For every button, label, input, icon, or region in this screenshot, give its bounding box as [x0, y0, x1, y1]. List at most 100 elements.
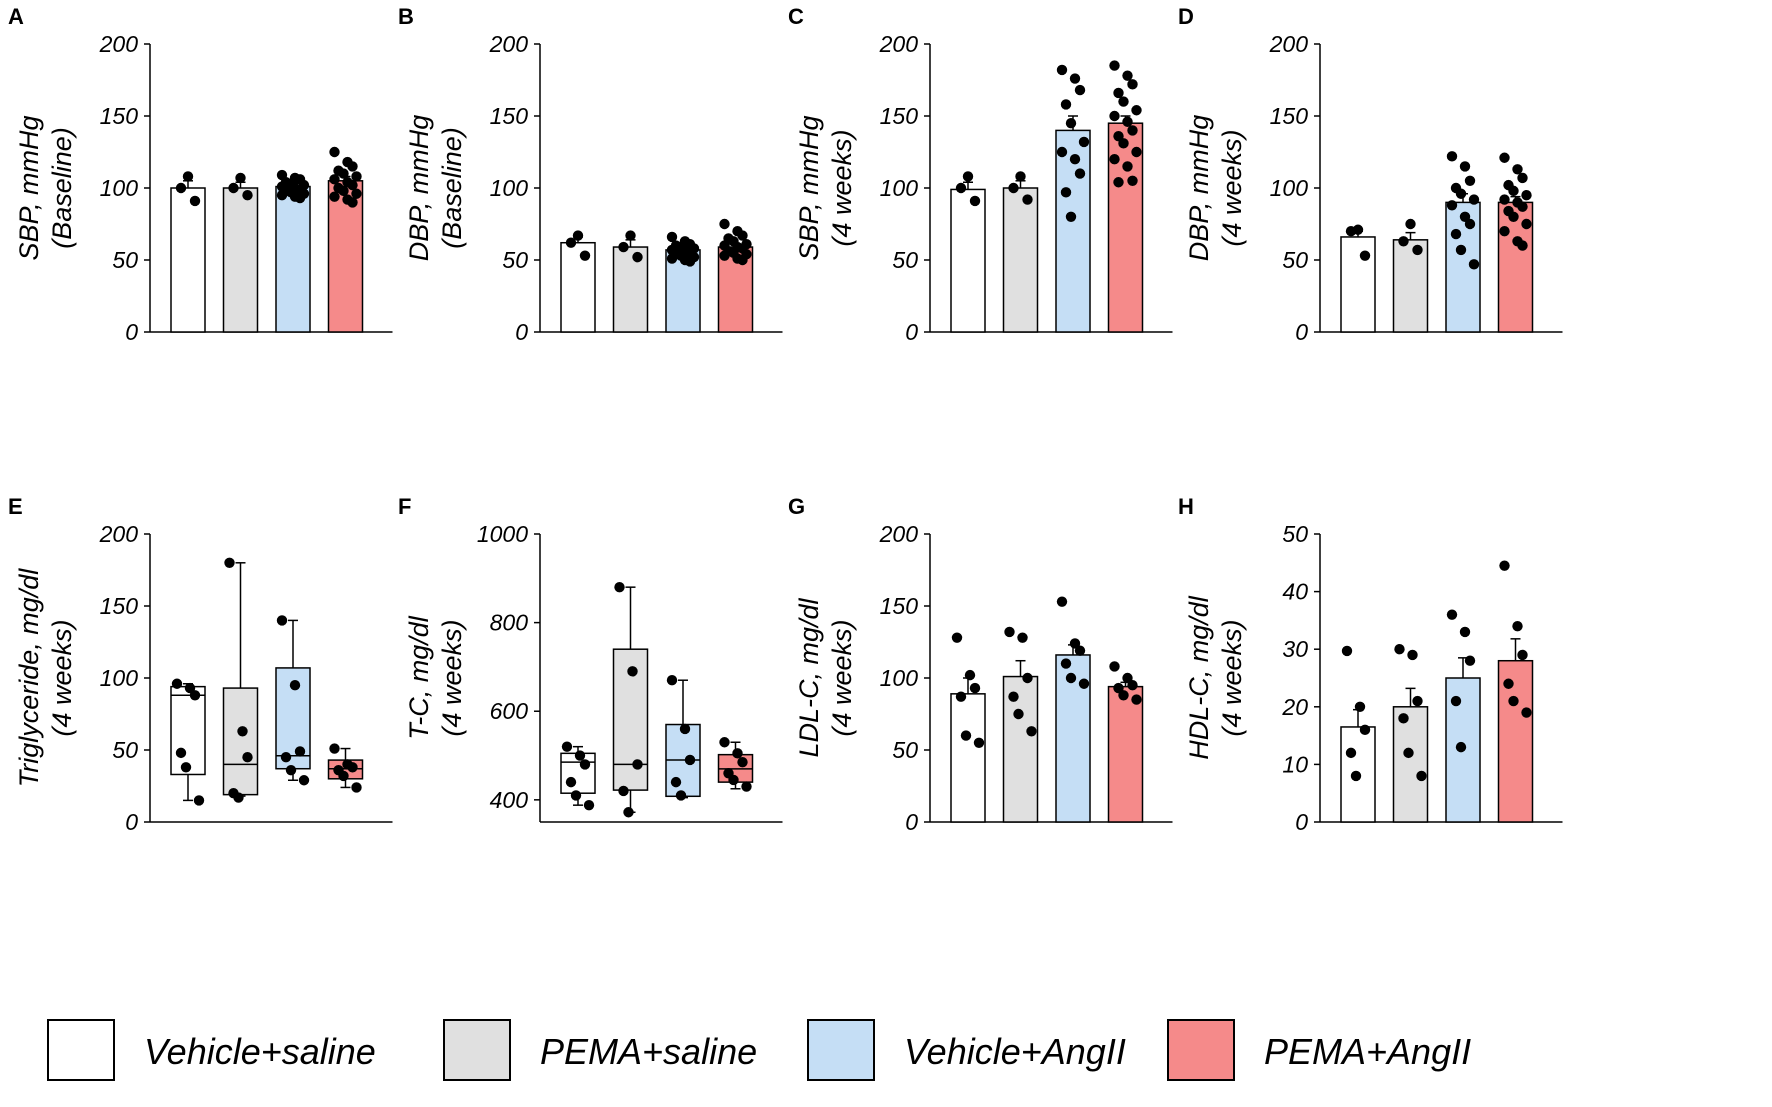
data-point [294, 192, 306, 204]
legend-item-vehicle-saline: Vehicle+saline [47, 1019, 376, 1081]
data-point [276, 190, 288, 201]
legend: Vehicle+saline PEMA+saline Vehicle+AngII PE… [47, 1019, 1471, 1081]
data-point [618, 785, 629, 797]
panel-letter: H [1178, 494, 1194, 519]
data-point [242, 190, 253, 201]
data-point [1069, 154, 1081, 165]
series-pema-angii [327, 146, 364, 333]
y-tick-label: 800 [490, 610, 529, 636]
data-point [235, 172, 246, 184]
data-point [189, 195, 201, 207]
legend-label: PEMA+AngII [1264, 1031, 1471, 1072]
y-axis-title: (4 weeks) [437, 619, 467, 736]
data-point [1499, 560, 1510, 571]
series-vehicle-saline [950, 632, 986, 823]
y-tick-label: 0 [905, 809, 918, 835]
y-axis-title: DBP, mmHg [404, 115, 434, 262]
y-tick-label: 0 [515, 319, 528, 345]
data-point [298, 775, 310, 786]
y-tick-label: 1000 [477, 521, 528, 547]
data-point [579, 250, 591, 261]
data-point [719, 250, 730, 261]
legend-swatch [443, 1019, 511, 1081]
data-point [1113, 177, 1124, 188]
data-point [625, 230, 636, 241]
data-point [1468, 259, 1480, 270]
series-pema-angii [1497, 152, 1534, 333]
data-point [224, 557, 235, 568]
data-point [1412, 244, 1423, 256]
bar [1055, 129, 1091, 333]
y-tick-label: 400 [490, 787, 529, 813]
y-tick-label: 150 [880, 103, 919, 129]
data-point [1127, 125, 1138, 136]
data-point [679, 723, 691, 735]
data-point [632, 759, 643, 770]
series-pema-saline [222, 557, 259, 803]
series-vehicle-angii [665, 231, 701, 333]
data-point [175, 182, 187, 194]
data-point [1109, 110, 1120, 122]
y-tick-label: 200 [1269, 31, 1309, 57]
series-vehicle-saline [950, 171, 986, 333]
data-point [666, 253, 678, 264]
y-tick-label: 200 [879, 31, 919, 57]
data-point [1060, 99, 1072, 110]
y-tick-label: 50 [112, 247, 138, 273]
bar [950, 693, 986, 823]
data-point [1455, 188, 1467, 199]
data-point [719, 737, 730, 748]
data-point [1109, 154, 1120, 165]
box [170, 685, 206, 776]
series-vehicle-angii [1055, 64, 1091, 333]
data-point [732, 748, 743, 759]
y-tick-label: 50 [892, 247, 918, 273]
data-point [233, 792, 244, 803]
data-point [347, 161, 358, 172]
data-point [1127, 680, 1138, 691]
data-point [1512, 620, 1523, 632]
y-axis-title: SBP, mmHg [14, 115, 44, 260]
series-pema-angii [327, 743, 364, 793]
y-tick-label: 200 [99, 31, 139, 57]
data-point [1464, 175, 1476, 186]
data-point [1008, 182, 1019, 194]
series-pema-saline [612, 230, 649, 333]
data-point [1341, 645, 1353, 657]
data-point [960, 730, 972, 741]
data-point [285, 764, 297, 776]
data-point [175, 747, 187, 759]
series-vehicle-angii [275, 615, 311, 786]
y-tick-label: 150 [880, 593, 919, 619]
data-point [1521, 218, 1532, 230]
data-point [1407, 649, 1418, 661]
y-tick-label: 150 [100, 103, 139, 129]
legend-swatch [1167, 1019, 1235, 1081]
data-point [242, 752, 253, 763]
y-tick-label: 20 [1281, 694, 1308, 720]
bar [612, 246, 649, 333]
data-point [1017, 632, 1028, 643]
y-tick-label: 50 [1282, 247, 1308, 273]
series-pema-angii [1107, 60, 1144, 333]
y-tick-label: 200 [99, 521, 139, 547]
data-point [1517, 201, 1528, 212]
data-point [228, 182, 239, 194]
data-point [1450, 228, 1462, 240]
y-tick-label: 100 [880, 665, 919, 691]
data-point [1464, 655, 1476, 666]
bar [222, 187, 259, 333]
bar [1107, 685, 1144, 823]
data-point [684, 754, 696, 766]
data-point [1345, 226, 1357, 237]
panel-g: G 200 150 100 50 0 LDL-C, mg/dl (4 weeks) [788, 494, 1173, 835]
data-point [1113, 87, 1124, 99]
y-tick-label: 0 [125, 319, 138, 345]
data-point [737, 756, 748, 768]
y-axis-title: (4 weeks) [827, 619, 857, 736]
data-point [1508, 211, 1519, 222]
data-point [237, 726, 248, 737]
data-point [1455, 244, 1467, 256]
data-point [1056, 146, 1068, 158]
data-point [1446, 200, 1458, 211]
